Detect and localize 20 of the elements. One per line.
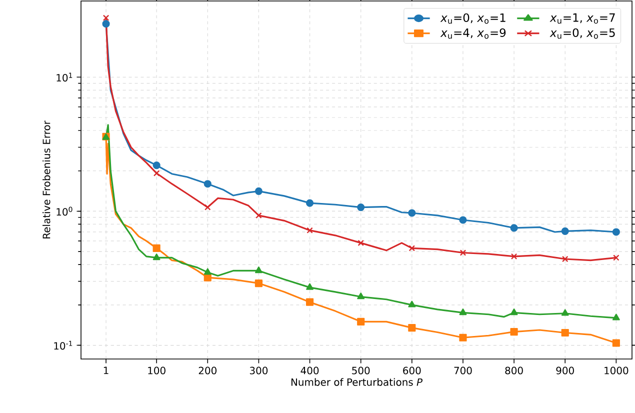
- y-tick-label: 10$^{-1}$: [54, 340, 72, 350]
- y-tick-label: 10$^{1}$: [56, 72, 72, 82]
- x-tick-label: 500: [352, 366, 370, 374]
- x-tick-label: 300: [250, 366, 268, 374]
- x-tick-label: 1: [104, 366, 108, 374]
- x-tick-label: 600: [403, 366, 421, 374]
- y-axis-title: Relative Frobenius Error: [42, 120, 50, 238]
- legend-label: x$_{u}$=0, x$_{o}$=1: [440, 13, 506, 24]
- legend-label: x$_{u}$=0, x$_{o}$=5: [550, 28, 615, 39]
- x-tick-label: 900: [556, 366, 574, 374]
- x-axis-title: Number of Perturbations P: [291, 378, 422, 386]
- legend-label: x$_{u}$=1, x$_{o}$=7: [550, 13, 615, 24]
- x-tick-label: 200: [198, 366, 216, 374]
- x-tick-label: 700: [454, 366, 472, 374]
- x-tick-label: 800: [505, 366, 523, 374]
- y-tick-label: 10$^{0}$: [56, 206, 72, 216]
- x-tick-label: 1000: [604, 366, 628, 374]
- x-tick-label: 100: [148, 366, 166, 374]
- x-tick-label: 400: [300, 366, 319, 374]
- legend-label: x$_{u}$=4, x$_{o}$=9: [440, 28, 506, 39]
